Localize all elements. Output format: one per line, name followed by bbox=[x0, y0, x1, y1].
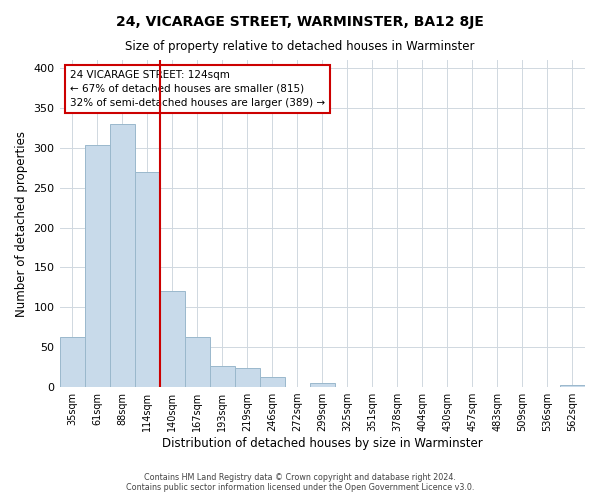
Bar bbox=[560, 384, 585, 387]
Bar bbox=[160, 292, 185, 387]
Bar bbox=[110, 124, 134, 387]
Bar bbox=[85, 146, 110, 387]
Bar bbox=[235, 368, 260, 387]
Bar bbox=[185, 337, 209, 387]
Text: Contains HM Land Registry data © Crown copyright and database right 2024.
Contai: Contains HM Land Registry data © Crown c… bbox=[126, 473, 474, 492]
Bar bbox=[59, 337, 85, 387]
Bar bbox=[260, 376, 285, 387]
Bar bbox=[310, 383, 335, 387]
Bar bbox=[209, 366, 235, 387]
Text: 24, VICARAGE STREET, WARMINSTER, BA12 8JE: 24, VICARAGE STREET, WARMINSTER, BA12 8J… bbox=[116, 15, 484, 29]
Bar bbox=[134, 172, 160, 387]
Text: Size of property relative to detached houses in Warminster: Size of property relative to detached ho… bbox=[125, 40, 475, 53]
Text: 24 VICARAGE STREET: 124sqm
← 67% of detached houses are smaller (815)
32% of sem: 24 VICARAGE STREET: 124sqm ← 67% of deta… bbox=[70, 70, 325, 108]
Y-axis label: Number of detached properties: Number of detached properties bbox=[15, 130, 28, 316]
X-axis label: Distribution of detached houses by size in Warminster: Distribution of detached houses by size … bbox=[162, 437, 482, 450]
